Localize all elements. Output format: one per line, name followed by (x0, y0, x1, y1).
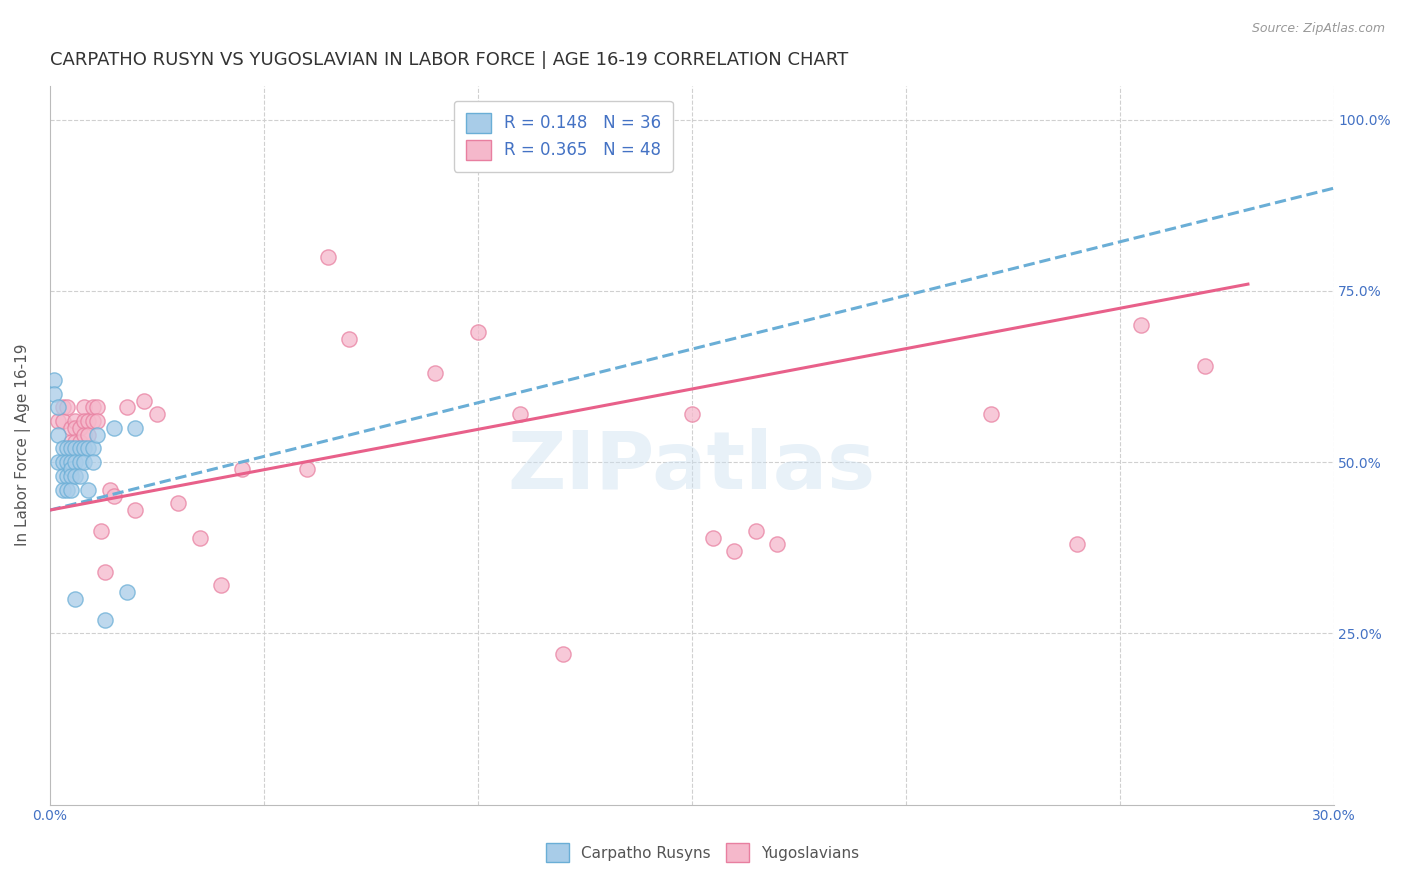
Legend: R = 0.148   N = 36, R = 0.365   N = 48: R = 0.148 N = 36, R = 0.365 N = 48 (454, 101, 672, 171)
Point (46, 401, 69, 415)
Point (509, 407, 531, 421)
Point (86, 427, 108, 442)
Point (60, 434, 83, 449)
Point (90, 524, 112, 538)
Point (60, 421, 83, 435)
Point (467, 325, 489, 339)
Point (42, 373, 65, 387)
Point (73, 414, 96, 428)
Point (1129, 318, 1152, 333)
Point (132, 393, 155, 408)
Point (316, 250, 339, 264)
Point (115, 401, 138, 415)
Y-axis label: In Labor Force | Age 16-19: In Labor Force | Age 16-19 (15, 343, 31, 546)
Point (231, 462, 253, 476)
Point (77, 442, 100, 456)
Point (745, 524, 768, 538)
Point (1194, 359, 1216, 374)
Point (295, 462, 318, 476)
Point (103, 421, 125, 435)
Point (52, 401, 75, 415)
Point (69, 469, 91, 483)
Point (766, 537, 789, 551)
Point (65, 442, 87, 456)
Point (723, 544, 745, 558)
Point (69, 442, 91, 456)
Point (94, 565, 117, 579)
Point (86, 401, 108, 415)
Point (52, 469, 75, 483)
Point (56, 469, 79, 483)
Point (60, 469, 83, 483)
Point (702, 531, 724, 545)
Point (82, 414, 104, 428)
Point (115, 585, 138, 599)
Point (65, 592, 87, 607)
Legend: Carpatho Rusyns, Yugoslavians: Carpatho Rusyns, Yugoslavians (537, 834, 869, 871)
Text: Source: ZipAtlas.com: Source: ZipAtlas.com (1251, 22, 1385, 36)
Point (103, 490, 125, 504)
Point (60, 455, 83, 469)
Point (65, 469, 87, 483)
Point (65, 421, 87, 435)
Point (77, 414, 100, 428)
Point (52, 483, 75, 497)
Point (98, 483, 121, 497)
Point (73, 427, 96, 442)
Text: ZIPatlas: ZIPatlas (508, 427, 876, 506)
Point (52, 414, 75, 428)
Point (73, 442, 96, 456)
Point (69, 421, 91, 435)
Point (1066, 537, 1088, 551)
Point (553, 647, 575, 661)
Point (60, 462, 83, 476)
Text: CARPATHO RUSYN VS YUGOSLAVIAN IN LABOR FORCE | AGE 16-19 CORRELATION CHART: CARPATHO RUSYN VS YUGOSLAVIAN IN LABOR F… (49, 51, 848, 69)
Point (42, 386, 65, 401)
Point (209, 578, 232, 592)
Point (86, 414, 108, 428)
Point (77, 483, 100, 497)
Point (980, 407, 1002, 421)
Point (124, 421, 146, 435)
Point (56, 455, 79, 469)
Point (65, 414, 87, 428)
Point (73, 401, 96, 415)
Point (423, 366, 446, 380)
Point (56, 483, 79, 497)
Point (46, 414, 69, 428)
Point (69, 434, 91, 449)
Point (337, 332, 360, 346)
Point (82, 455, 104, 469)
Point (69, 455, 91, 469)
Point (60, 442, 83, 456)
Point (60, 483, 83, 497)
Point (56, 401, 79, 415)
Point (46, 455, 69, 469)
Point (124, 503, 146, 517)
Point (56, 442, 79, 456)
Point (82, 401, 104, 415)
Point (77, 427, 100, 442)
Point (65, 455, 87, 469)
Point (681, 407, 703, 421)
Point (94, 613, 117, 627)
Point (145, 407, 167, 421)
Point (167, 496, 190, 510)
Point (65, 434, 87, 449)
Point (46, 427, 69, 442)
Point (52, 442, 75, 456)
Point (188, 531, 211, 545)
Point (52, 455, 75, 469)
Point (82, 442, 104, 456)
Point (73, 455, 96, 469)
